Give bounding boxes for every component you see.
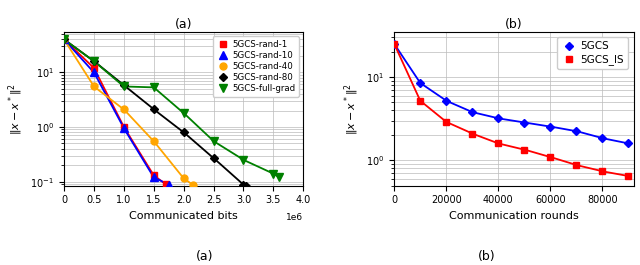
5GCS_IS (573, 164, 580, 167)
5GCS_IS (495, 142, 502, 145)
5GCS_IS (598, 170, 606, 173)
5GCS (442, 99, 450, 102)
5GCS-full-grad (60, 38, 68, 41)
5GCS-rand-80 (180, 131, 188, 134)
Line: 5GCS-rand-1: 5GCS-rand-1 (61, 36, 169, 188)
5GCS-full-grad (150, 86, 157, 89)
5GCS_IS (468, 132, 476, 135)
5GCS_IS (547, 155, 554, 158)
5GCS-rand-10 (165, 183, 173, 186)
5GCS-rand-80 (243, 185, 250, 188)
Legend: 5GCS-rand-1, 5GCS-rand-10, 5GCS-rand-40, 5GCS-rand-80, 5GCS-full-grad: 5GCS-rand-1, 5GCS-rand-10, 5GCS-rand-40,… (212, 36, 299, 97)
5GCS_IS (390, 42, 398, 46)
Title: (b): (b) (505, 18, 523, 31)
5GCS (625, 142, 632, 145)
5GCS-rand-1 (120, 125, 127, 129)
5GCS-full-grad (239, 158, 247, 161)
5GCS (547, 125, 554, 128)
5GCS-rand-1 (90, 66, 98, 69)
Text: (b): (b) (477, 250, 495, 263)
5GCS-rand-80 (120, 84, 127, 87)
5GCS (520, 121, 528, 124)
5GCS-rand-40 (90, 85, 98, 88)
Text: 1e6: 1e6 (286, 213, 303, 222)
5GCS-rand-80 (239, 183, 247, 186)
5GCS (573, 130, 580, 133)
5GCS (417, 81, 424, 85)
5GCS-rand-10 (90, 71, 98, 74)
5GCS-full-grad (120, 85, 127, 88)
5GCS-full-grad (90, 60, 98, 63)
5GCS-rand-1 (60, 38, 68, 41)
5GCS_IS (417, 99, 424, 102)
5GCS-rand-10 (120, 127, 127, 130)
5GCS_IS (520, 148, 528, 151)
5GCS-rand-10 (150, 176, 157, 179)
X-axis label: Communication rounds: Communication rounds (449, 211, 579, 221)
5GCS-rand-80 (60, 38, 68, 41)
Y-axis label: $\|x - x^*\|^2$: $\|x - x^*\|^2$ (342, 83, 360, 135)
X-axis label: Communicated bits: Communicated bits (129, 211, 238, 221)
5GCS_IS (442, 120, 450, 123)
5GCS-full-grad (210, 140, 218, 143)
Title: (a): (a) (175, 18, 193, 31)
5GCS-rand-40 (189, 183, 196, 186)
Line: 5GCS-rand-80: 5GCS-rand-80 (61, 37, 249, 189)
5GCS-rand-40 (120, 108, 127, 111)
5GCS-rand-40 (180, 177, 188, 180)
5GCS-rand-80 (150, 108, 157, 111)
Legend: 5GCS, 5GCS_IS: 5GCS, 5GCS_IS (557, 37, 628, 69)
Line: 5GCS: 5GCS (392, 41, 631, 146)
5GCS-rand-80 (90, 60, 98, 63)
5GCS (390, 42, 398, 46)
5GCS-rand-40 (150, 140, 157, 143)
5GCS_IS (625, 174, 632, 178)
5GCS (598, 136, 606, 140)
Line: 5GCS_IS: 5GCS_IS (391, 41, 632, 179)
5GCS-rand-10 (60, 38, 68, 41)
5GCS-rand-40 (60, 38, 68, 41)
Text: (a): (a) (196, 250, 214, 263)
5GCS (468, 111, 476, 114)
Y-axis label: $\|x - x^*\|^2$: $\|x - x^*\|^2$ (6, 83, 25, 135)
5GCS (495, 117, 502, 120)
5GCS-rand-1 (162, 183, 170, 186)
Line: 5GCS-rand-10: 5GCS-rand-10 (60, 35, 173, 189)
5GCS-full-grad (276, 176, 284, 179)
5GCS-rand-80 (210, 156, 218, 160)
Line: 5GCS-rand-40: 5GCS-rand-40 (61, 36, 196, 188)
5GCS-rand-1 (150, 174, 157, 177)
5GCS-full-grad (269, 172, 277, 175)
5GCS-full-grad (180, 111, 188, 114)
Line: 5GCS-full-grad: 5GCS-full-grad (60, 35, 284, 182)
